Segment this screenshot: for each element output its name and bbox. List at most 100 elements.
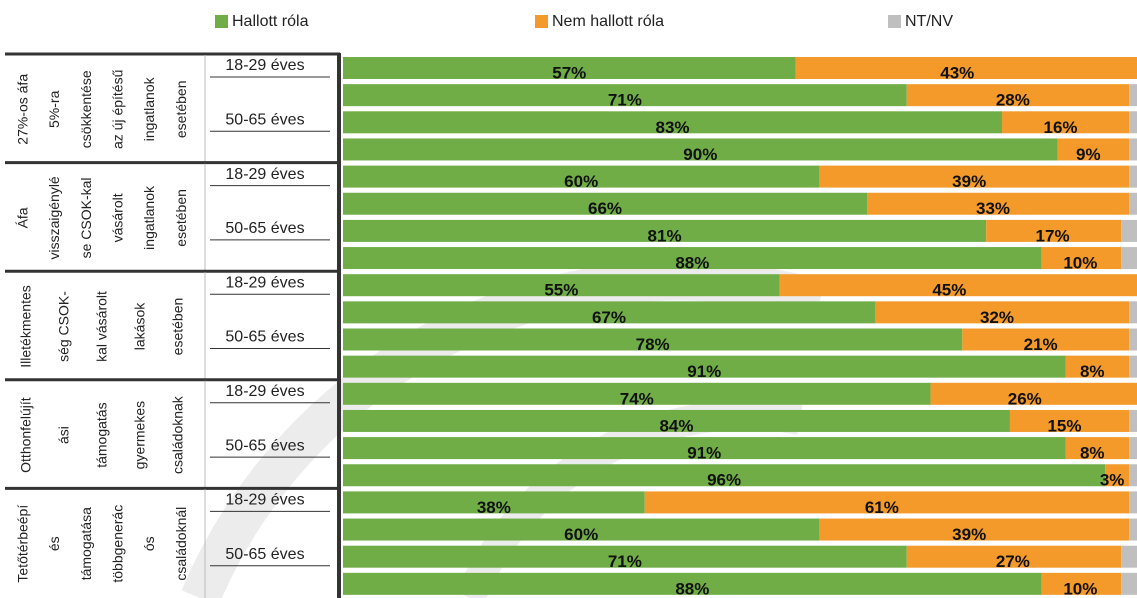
data-label: 10% <box>1063 579 1097 598</box>
data-label: 38% <box>477 498 511 517</box>
bar-segment <box>1009 409 1130 432</box>
group-label: Illetékmentes <box>18 285 34 367</box>
data-label: 10% <box>1063 254 1097 273</box>
data-label: 39% <box>952 525 986 544</box>
data-label: 39% <box>952 172 986 191</box>
bar-segment <box>343 138 1058 161</box>
bar-segment <box>1121 572 1137 595</box>
bar-segment <box>343 301 875 324</box>
bar-segment <box>874 301 1130 324</box>
row-label: 50-65 éves <box>225 546 304 563</box>
bar-segment <box>1129 328 1137 351</box>
bar-segment <box>343 491 645 514</box>
bar-segment <box>1121 219 1137 242</box>
bar-segment <box>1129 192 1137 215</box>
data-label: 91% <box>687 444 721 463</box>
data-label: 88% <box>675 579 709 598</box>
data-label: 43% <box>940 63 974 82</box>
data-label: 21% <box>1024 335 1058 354</box>
data-label: 27% <box>996 552 1030 571</box>
group-label: ség CSOK- <box>56 291 72 362</box>
bar-segment <box>962 328 1130 351</box>
data-label: 71% <box>608 91 642 110</box>
bar-segment <box>1129 464 1137 487</box>
bar-segment <box>986 219 1122 242</box>
data-label: 60% <box>564 172 598 191</box>
bar-segment <box>343 437 1066 460</box>
bar-segment <box>343 355 1066 378</box>
data-label: 8% <box>1080 444 1105 463</box>
group-label: lakások <box>132 302 148 350</box>
legend-swatch <box>215 15 228 28</box>
bar-segment <box>644 491 1130 514</box>
group-label: családoknak <box>170 395 186 474</box>
data-label: 66% <box>588 199 622 218</box>
bar-segment <box>343 545 907 568</box>
group-label: támogatás <box>94 402 110 467</box>
bar-segment <box>343 382 931 405</box>
row-label: 18-29 éves <box>225 166 304 183</box>
bar-segment <box>1065 355 1130 378</box>
bar-segment <box>1129 409 1137 432</box>
data-label: 32% <box>980 308 1014 327</box>
bar-segment <box>343 464 1106 487</box>
bar-segment <box>779 274 1137 297</box>
data-label: 16% <box>1043 118 1077 137</box>
bar-segment <box>819 165 1130 188</box>
data-label: 26% <box>1008 389 1042 408</box>
data-label: 81% <box>648 226 682 245</box>
data-label: 78% <box>636 335 670 354</box>
bar-segment <box>343 111 1003 134</box>
row-label: 18-29 éves <box>225 383 304 400</box>
data-label: 60% <box>564 525 598 544</box>
bar-segment <box>1065 437 1130 460</box>
bar-segment <box>343 247 1042 270</box>
legend-swatch <box>888 15 901 28</box>
row-label: 50-65 éves <box>225 220 304 237</box>
bar-segment <box>1121 247 1137 270</box>
bar-segment <box>1105 464 1130 487</box>
data-label: 8% <box>1080 362 1105 381</box>
group-label: és <box>46 536 62 551</box>
bar-segment <box>1129 437 1137 460</box>
bar-segment <box>343 518 820 541</box>
bar-segment <box>1129 165 1137 188</box>
group-label: se CSOK-kal <box>78 177 94 258</box>
bar-segment <box>1041 247 1122 270</box>
data-label: 33% <box>976 199 1010 218</box>
data-label: 9% <box>1076 145 1101 164</box>
bar-segment <box>1121 545 1137 568</box>
bar-segment <box>1057 138 1130 161</box>
bar-segment <box>343 192 868 215</box>
bar-segment <box>343 328 963 351</box>
row-label: 18-29 éves <box>225 274 304 291</box>
group-label: visszaigénylé <box>46 176 62 259</box>
group-label: Otthonfelújít <box>18 397 34 473</box>
bar-segment <box>1129 355 1137 378</box>
data-label: 15% <box>1047 416 1081 435</box>
bar-segment <box>1129 518 1137 541</box>
group-label: 27%-os áfa <box>15 74 31 145</box>
bar-segment <box>1002 111 1130 134</box>
data-label: 88% <box>675 254 709 273</box>
bar-segment <box>930 382 1137 405</box>
group-label: Tetőtérbeépí <box>15 505 31 583</box>
data-label: 91% <box>687 362 721 381</box>
group-label: ós <box>141 536 157 551</box>
group-label: csökkentése <box>78 70 94 148</box>
row-label: 18-29 éves <box>225 57 304 74</box>
bar-segment <box>1129 84 1137 107</box>
data-label: 61% <box>865 498 899 517</box>
bar-segment <box>906 545 1122 568</box>
data-label: 3% <box>1100 471 1125 490</box>
bar-segment <box>1129 301 1137 324</box>
legend-label: NT/NV <box>905 13 953 30</box>
group-label: Áfa <box>15 207 31 228</box>
legend-label: Nem hallott róla <box>552 13 664 30</box>
row-label: 50-65 éves <box>225 329 304 346</box>
bar-segment <box>1129 138 1137 161</box>
group-label: többgenerác <box>110 505 126 583</box>
group-label: kal vásárolt <box>94 291 110 362</box>
row-label: 50-65 éves <box>225 112 304 129</box>
group-label: az új építésű <box>110 69 126 149</box>
